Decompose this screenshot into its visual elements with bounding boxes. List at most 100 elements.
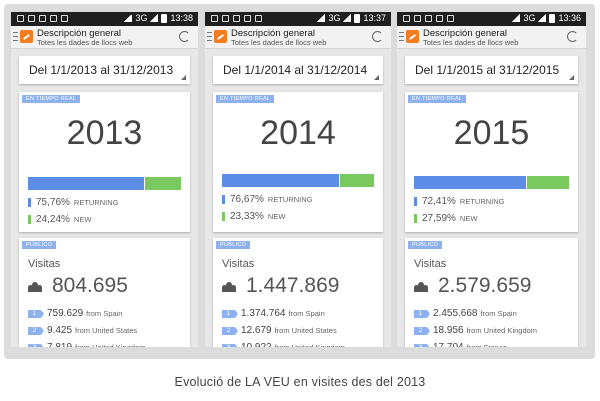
rank-badge: 3 bbox=[222, 343, 238, 347]
new-value: 27,59% bbox=[422, 213, 456, 224]
notification-icon bbox=[447, 15, 454, 22]
refresh-icon[interactable] bbox=[179, 31, 190, 42]
source-value: 12.679 bbox=[241, 325, 272, 336]
phone-screen-2014: 3G 13:37 Descripción general Totes les dade… bbox=[205, 12, 391, 347]
wifi-icon bbox=[317, 14, 326, 22]
source-country: from Spain bbox=[86, 309, 123, 318]
source-country: from France bbox=[467, 343, 507, 347]
notification-icon bbox=[255, 15, 262, 22]
notification-icon bbox=[39, 15, 46, 22]
date-range-selector[interactable]: Del 1/1/2015 al 31/12/2015 bbox=[405, 56, 578, 84]
status-bar: 3G 13:36 bbox=[397, 12, 586, 26]
date-range-selector[interactable]: Del 1/1/2014 al 31/12/2014 bbox=[213, 56, 383, 84]
status-bar: 3G 13:37 bbox=[205, 12, 391, 26]
date-range-selector[interactable]: Del 1/1/2013 al 31/12/2013 bbox=[19, 56, 190, 84]
menu-icon[interactable] bbox=[207, 32, 212, 41]
app-bar: Descripción general Totes les dades de ll… bbox=[11, 26, 198, 49]
clock: 13:37 bbox=[363, 13, 386, 23]
app-subtitle: Totes les dades de llocs web bbox=[231, 38, 327, 47]
new-label: NEW bbox=[459, 214, 478, 223]
realtime-card: EN TIEMPO REAL 2015 72,41% RETURNING 27,59% N… bbox=[405, 92, 578, 232]
notification-icon bbox=[50, 15, 57, 22]
returning-label: RETURNING bbox=[73, 198, 119, 207]
source-row: 2 12.679 from United States bbox=[222, 325, 337, 336]
network-type: 3G bbox=[328, 13, 341, 23]
notification-icon bbox=[211, 15, 218, 22]
new-segment bbox=[340, 174, 374, 187]
app-title: Descripción general bbox=[231, 28, 315, 39]
visits-total: 804.695 bbox=[52, 274, 128, 297]
notification-icons bbox=[211, 15, 262, 22]
visits-total: 2.579.659 bbox=[438, 274, 532, 297]
notification-icon bbox=[436, 15, 443, 22]
menu-icon[interactable] bbox=[13, 32, 18, 41]
refresh-icon[interactable] bbox=[567, 31, 578, 42]
source-value: 7.819 bbox=[47, 342, 72, 347]
returning-new-bar bbox=[28, 177, 181, 190]
battery-icon bbox=[354, 13, 361, 23]
app-bar: Descripción general Totes les dades de ll… bbox=[205, 26, 391, 49]
people-icon bbox=[414, 281, 428, 292]
clock: 13:36 bbox=[558, 13, 581, 23]
new-legend: 23,33% NEW bbox=[222, 211, 285, 222]
new-legend: 24,24% NEW bbox=[28, 214, 91, 225]
realtime-chip: EN TIEMPO REAL bbox=[408, 95, 467, 103]
refresh-icon[interactable] bbox=[372, 31, 383, 42]
source-row: 317.704from France bbox=[414, 342, 507, 347]
returning-new-bar bbox=[414, 176, 569, 189]
public-card: PÚBLICO Visitas 804.695 1 759.629 from Spain 2… bbox=[19, 238, 190, 347]
signal-icon bbox=[150, 14, 159, 22]
new-value: 24,24% bbox=[36, 214, 70, 225]
returning-swatch bbox=[414, 197, 417, 206]
visits-row: 2.579.659 bbox=[414, 274, 531, 298]
public-chip: PÚBLICO bbox=[408, 241, 443, 249]
notification-icon bbox=[233, 15, 240, 22]
phone-screen-2013: 3G 13:38 Descripción general Totes les dade… bbox=[11, 12, 198, 347]
returning-legend: 72,41% RETURNING bbox=[414, 196, 505, 207]
new-label: NEW bbox=[267, 212, 286, 221]
returning-swatch bbox=[28, 198, 31, 207]
menu-icon[interactable] bbox=[399, 32, 404, 41]
status-right: 3G 13:36 bbox=[512, 13, 581, 23]
figure-caption: Evolució de LA VEU en visites des del 20… bbox=[174, 375, 426, 389]
rank-badge: 3 bbox=[414, 343, 430, 347]
rank-badge: 2 bbox=[222, 326, 238, 335]
year-heading: 2013 bbox=[66, 114, 143, 152]
source-country: from United Kingdom bbox=[75, 343, 145, 347]
notification-icon bbox=[403, 15, 410, 22]
date-range-text: Del 1/1/2015 al 31/12/2015 bbox=[415, 63, 560, 77]
returning-legend: 75,76% RETURNING bbox=[28, 197, 119, 208]
source-country: from United Kingdom bbox=[466, 326, 538, 335]
visits-label: Visitas bbox=[414, 258, 447, 270]
notification-icons bbox=[403, 15, 454, 22]
app-bar: Descripción general Totes les dades de ll… bbox=[397, 26, 586, 49]
returning-swatch bbox=[222, 195, 225, 204]
people-icon bbox=[222, 281, 236, 292]
source-country: from United States bbox=[75, 326, 138, 335]
source-country: from United States bbox=[274, 326, 337, 335]
wifi-icon bbox=[124, 14, 133, 22]
source-row: 2 18.956 from United Kingdom bbox=[414, 325, 537, 336]
notification-icon bbox=[17, 15, 24, 22]
realtime-card: EN TIEMPO REAL 2013 75,76% RETURNING 24,24% N… bbox=[19, 92, 190, 232]
clock: 13:38 bbox=[170, 13, 193, 23]
notification-icon bbox=[222, 15, 229, 22]
realtime-card: EN TIEMPO REAL 2014 76,67% RETURNING 23,33% N… bbox=[213, 92, 383, 232]
returning-value: 75,76% bbox=[36, 197, 70, 208]
visits-total: 1.447.869 bbox=[246, 274, 340, 297]
source-row: 1 1.374.764 from Spain bbox=[222, 308, 325, 319]
realtime-chip: EN TIEMPO REAL bbox=[22, 95, 81, 103]
analytics-logo-icon bbox=[406, 30, 419, 43]
notification-icons bbox=[17, 15, 68, 22]
date-range-text: Del 1/1/2013 al 31/12/2013 bbox=[29, 63, 174, 77]
source-value: 2.455.668 bbox=[433, 308, 478, 319]
new-swatch bbox=[414, 214, 417, 223]
rank-badge: 2 bbox=[28, 326, 44, 335]
source-row: 1 2.455.668 from Spain bbox=[414, 308, 517, 319]
status-right: 3G 13:38 bbox=[124, 13, 193, 23]
date-range-text: Del 1/1/2014 al 31/12/2014 bbox=[223, 63, 368, 77]
new-legend: 27,59% NEW bbox=[414, 213, 477, 224]
rank-badge: 1 bbox=[414, 309, 430, 318]
wifi-icon bbox=[512, 14, 521, 22]
returning-value: 72,41% bbox=[422, 196, 456, 207]
